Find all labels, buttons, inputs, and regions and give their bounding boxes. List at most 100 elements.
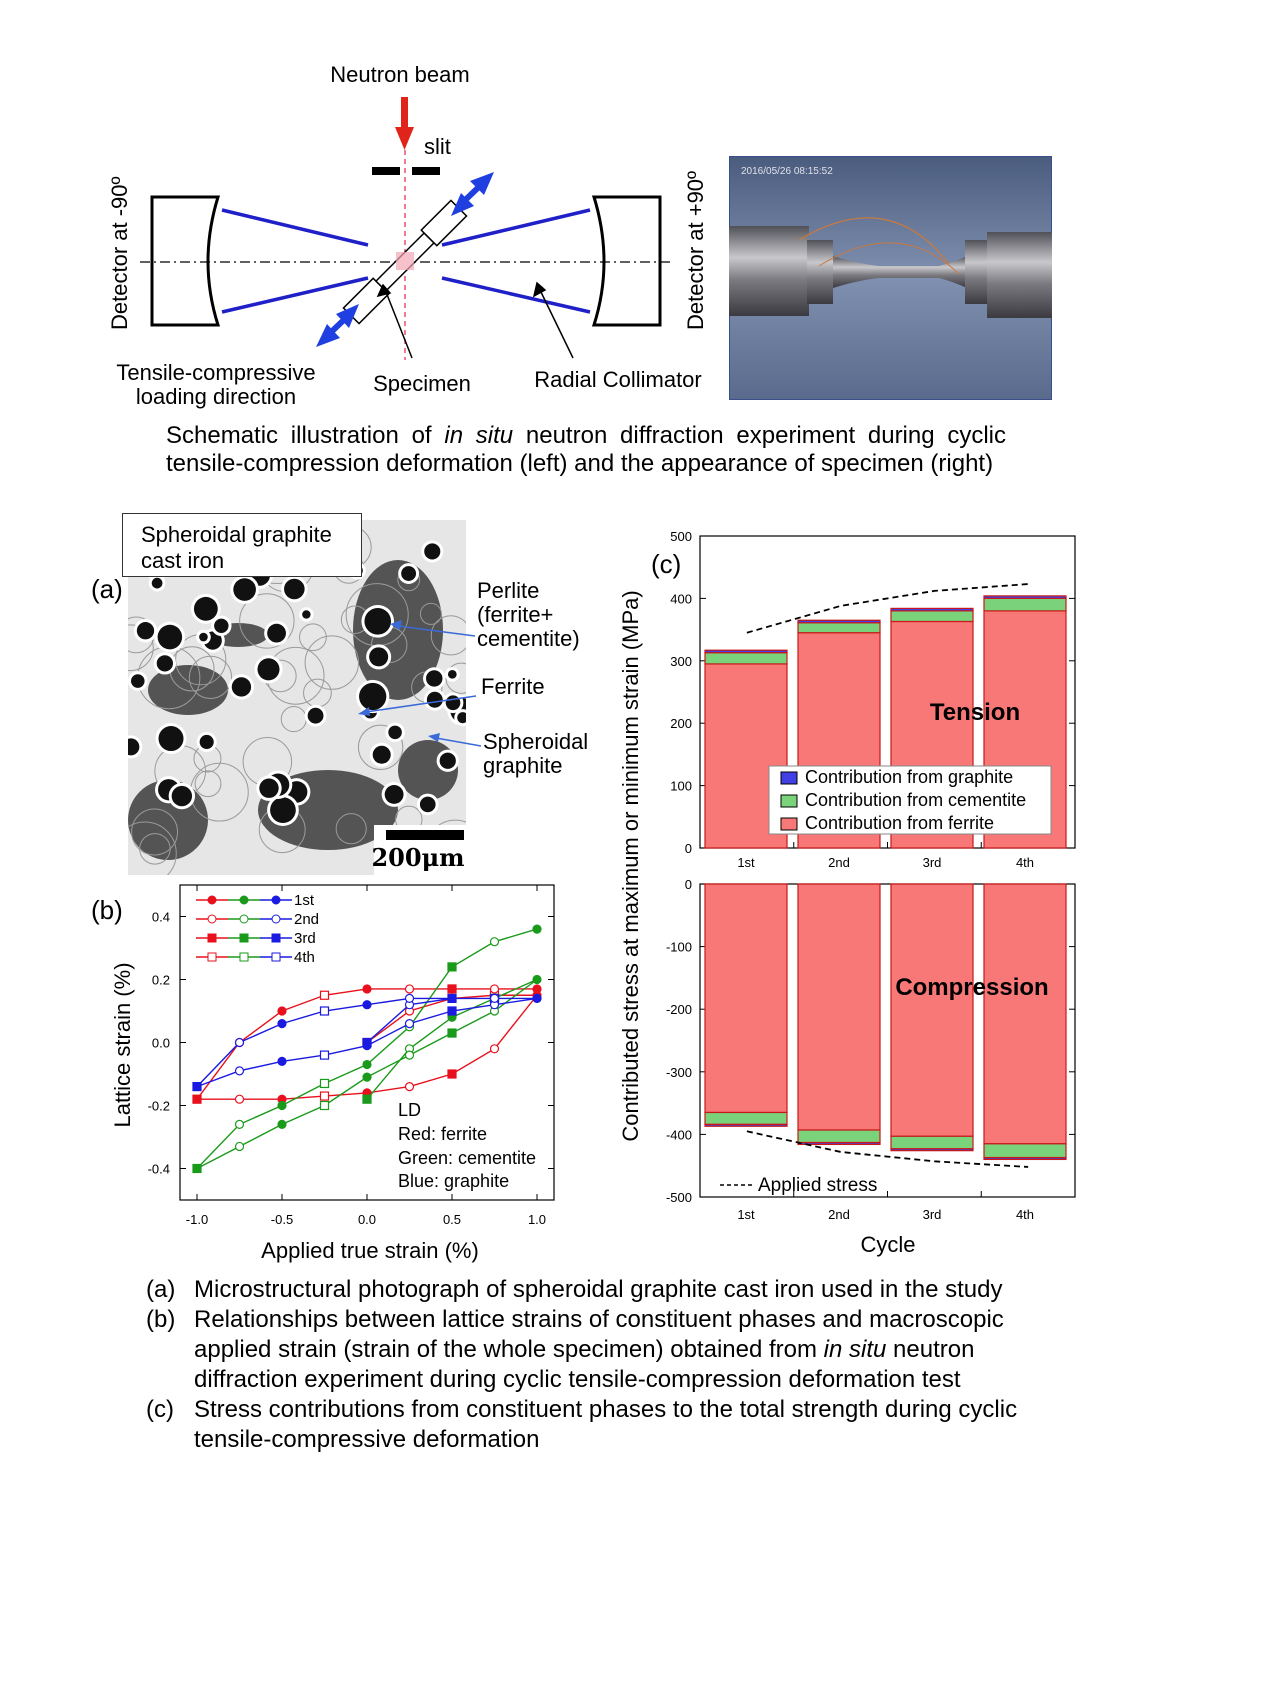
panel-b-label: (b) [91,895,123,925]
grain-boundary [299,623,327,652]
data-point [447,984,457,994]
ld-ferrite: Red: ferrite [398,1124,487,1144]
y-tick-label: -0.2 [148,1099,170,1114]
data-point [489,1044,500,1054]
perlite-label-3: cementite) [477,626,580,651]
grain-boundary [357,724,404,771]
data-point [277,1119,287,1130]
y-axis-label: Lattice strain (%) [110,962,135,1127]
graphite-nodule [401,566,417,581]
x-tick-label: 3rd [923,855,942,870]
legend-marker [207,933,217,943]
data-point [277,1100,287,1111]
data-point [489,993,500,1004]
scale-bar [386,830,464,840]
ld-graphite: Blue: graphite [398,1171,509,1191]
detector-left-icon [150,195,221,327]
y-tick-label: 100 [670,779,692,794]
data-point [234,1037,245,1048]
compression-bar-segment [890,1135,974,1150]
photo-timestamp: 2016/05/26 08:15:52 [741,166,833,177]
data-point [277,1006,287,1016]
tension-bar-segment [704,652,788,665]
data-point [319,1006,330,1016]
ld-title: LD [398,1100,421,1120]
graphite-label: Spheroidal [483,729,588,754]
material-box: Spheroidal graphite cast iron [122,513,362,577]
data-point [532,974,542,985]
loading-direction-label-1: Tensile-compressive [116,360,315,385]
compression-bar-segment [890,1148,974,1152]
legend-ferrite: Contribution from ferrite [805,813,994,833]
graphite-nodule [384,784,404,804]
data-point [234,1119,245,1130]
graphite-nodule [439,752,456,769]
legend-marker [207,895,217,905]
graphite-nodule [231,677,252,697]
scale-label: 200μm [371,843,464,872]
legend-marker [271,914,281,924]
data-point [447,1028,457,1038]
x-tick-label: -0.5 [271,1212,293,1227]
legend-cementite: Contribution from cementite [805,790,1026,810]
experiment-schematic: Neutron beam slit Detector at -90º Detec… [107,62,708,409]
grain-boundary [445,662,466,694]
data-point [447,962,457,972]
y-tick-label: -200 [666,1002,692,1017]
legend-graphite: Contribution from graphite [805,767,1013,787]
data-point [319,1091,330,1101]
tension-bar-segment [983,597,1067,612]
tension-bar-segment [704,649,788,654]
lattice-strain-chart: -1.0 -0.5 0.0 0.5 1.0 -0.4 -0.2 0.0 0.2 0.4 Latti… [110,884,555,1263]
gauge-volume [396,252,414,270]
data-point [404,993,415,1004]
slit-icon [372,167,440,175]
data-point [404,1050,415,1060]
data-point [362,984,372,994]
grain-boundary [335,813,367,845]
x-axis-label: Applied true strain (%) [261,1238,479,1263]
data-point [447,1069,457,1079]
legend-label: 3rd [294,930,316,947]
panel-c-label: (c) [651,549,681,579]
in-situ-italic: in situ [444,422,514,449]
data-point [404,984,415,994]
y-tick-label: 0.2 [152,973,170,988]
data-point [404,1081,415,1092]
x-tick-label: 1st [737,855,755,870]
y-tick-label: 0 [685,877,692,892]
radial-collimator [221,208,591,314]
perlite-label: Perlite [477,578,539,603]
tension-bar-segment [797,622,881,634]
graphite-nodule [388,725,402,740]
cycle-axis-label: Cycle [860,1232,915,1257]
y-tick-label: 0.4 [152,910,170,925]
graphite-nodule [151,577,163,589]
data-point [319,1050,330,1060]
legend-label: 1st [294,892,315,909]
graphite-nodule [158,726,184,752]
data-point [234,1141,245,1152]
compression-bar-segment [797,1129,881,1144]
stress-legend: Contribution from graphite Contribution … [768,765,1052,835]
applied-stress-curve [746,583,1029,634]
data-point [489,984,500,994]
applied-stress-curve [746,1130,1029,1168]
legend-marker [271,952,281,962]
graphite-nodule [193,596,218,621]
graphite-nodule [199,632,208,642]
data-point [277,1018,287,1029]
legend-label: 4th [294,949,315,966]
slit-label: slit [424,134,451,159]
graphite-nodule [157,624,183,650]
graphite-label-2: graphite [483,753,563,778]
legend-marker [271,895,281,905]
cycle-legend: 1st 2nd 3rd 4th [196,892,319,966]
data-point [532,924,542,934]
graphite-nodule [284,578,305,600]
compression-bar-segment [704,1123,788,1127]
graphite-nodule [171,785,193,807]
data-point [532,993,542,1004]
legend-swatch-cementite [780,794,798,808]
collimator-label: Radial Collimator [534,367,702,392]
